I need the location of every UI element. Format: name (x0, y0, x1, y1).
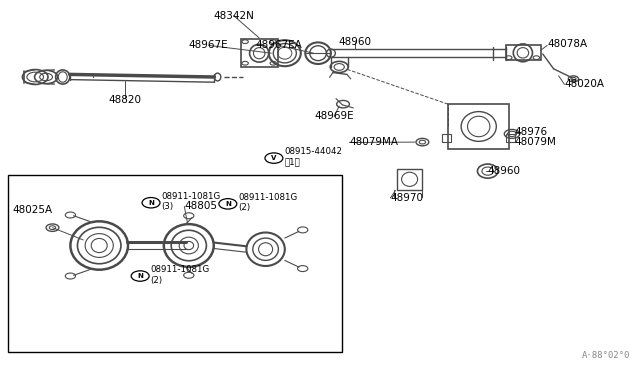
Text: 08911-1081G
(3): 08911-1081G (3) (161, 192, 221, 211)
Bar (241, 39, 278, 67)
Text: 48805: 48805 (184, 201, 218, 211)
Text: 48960: 48960 (488, 166, 521, 176)
Text: 48342N: 48342N (213, 11, 254, 20)
Bar (397, 169, 422, 190)
Text: 08911-1081G
(2): 08911-1081G (2) (150, 265, 210, 285)
Text: 48079M: 48079M (515, 137, 556, 147)
Text: 48967E: 48967E (189, 40, 228, 49)
Text: 48967EA: 48967EA (255, 40, 302, 49)
Bar (448, 104, 509, 149)
Text: N: N (137, 273, 143, 279)
Text: V: V (271, 155, 276, 161)
Text: 48020A: 48020A (564, 79, 605, 89)
Bar (506, 134, 515, 142)
Text: 48078A: 48078A (547, 39, 588, 49)
Text: 48079MA: 48079MA (349, 137, 399, 147)
Text: 48025A: 48025A (13, 205, 53, 215)
Text: 48976: 48976 (515, 127, 548, 137)
Text: A·88°02°0: A·88°02°0 (582, 351, 630, 360)
Bar (442, 134, 451, 142)
Text: N: N (225, 201, 231, 207)
Text: 48960: 48960 (339, 37, 372, 46)
Text: 08915-44042
（1）: 08915-44042 （1） (284, 147, 342, 167)
Text: 48969E: 48969E (314, 111, 354, 121)
Bar (8, 175, 342, 352)
Text: 48970: 48970 (390, 193, 424, 203)
Text: N: N (148, 200, 154, 206)
Bar (506, 45, 541, 60)
Text: 08911-1081G
(2): 08911-1081G (2) (238, 193, 298, 212)
Text: 48820: 48820 (108, 96, 141, 105)
